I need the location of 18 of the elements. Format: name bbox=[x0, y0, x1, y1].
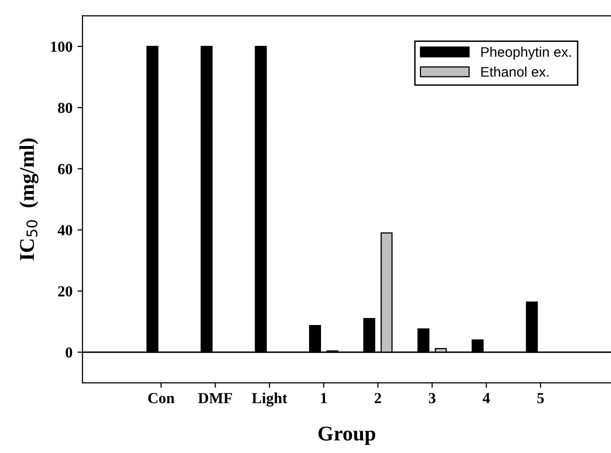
x-tick-label: DMF bbox=[198, 393, 232, 404]
x-tick-label: 5 bbox=[537, 393, 544, 404]
y-tick-label: 40 bbox=[58, 225, 72, 236]
x-tick-label: Light bbox=[252, 392, 288, 406]
y-axis-title: IC$_{50}$ (mg/ml) bbox=[19, 138, 38, 260]
x-tick-label: 4 bbox=[482, 393, 490, 404]
legend-label: Pheophytin ex. bbox=[481, 46, 571, 60]
y-tick-label: 80 bbox=[58, 102, 72, 114]
y-tick-label: 0 bbox=[66, 347, 72, 358]
y-tick-label: 60 bbox=[58, 164, 72, 174]
x-tick-label: 1 bbox=[321, 393, 327, 404]
legend-label: Ethanol ex. bbox=[481, 66, 548, 77]
x-axis-title: Group bbox=[318, 426, 376, 445]
x-tick-label: 3 bbox=[428, 392, 436, 404]
y-tick-label: 20 bbox=[58, 286, 72, 297]
x-tick-label: 2 bbox=[374, 392, 382, 404]
y-tick-label: 100 bbox=[51, 42, 72, 52]
x-tick-label: Con bbox=[148, 392, 174, 404]
